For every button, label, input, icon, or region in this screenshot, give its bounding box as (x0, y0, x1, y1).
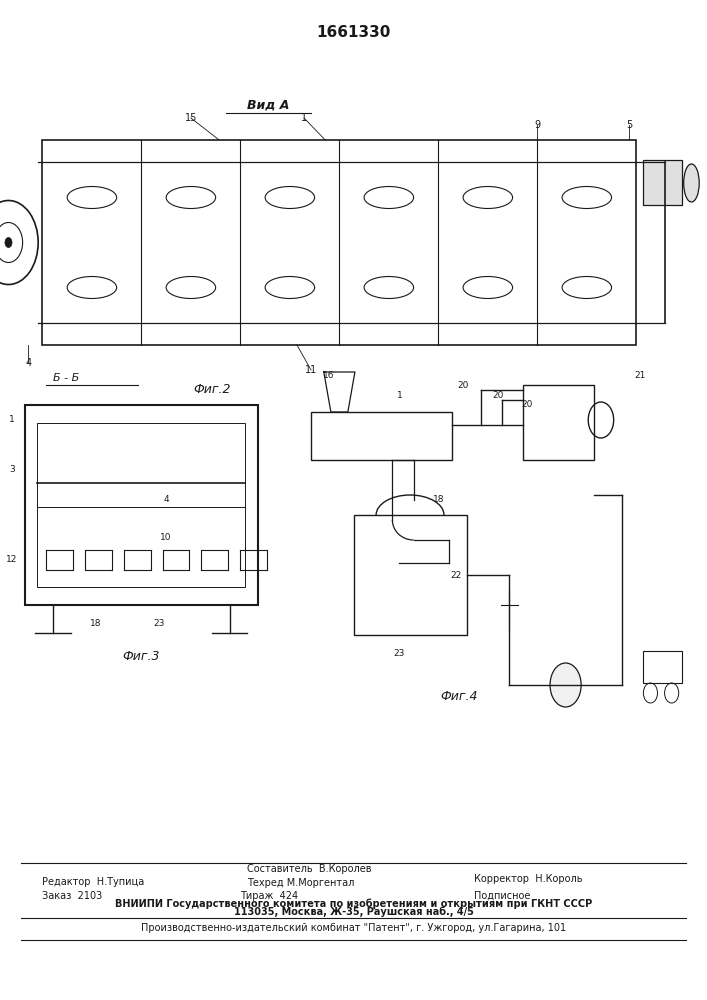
Text: Тираж  424: Тираж 424 (240, 891, 298, 901)
Text: Составитель  В.Королев: Составитель В.Королев (247, 864, 372, 874)
Circle shape (550, 663, 581, 707)
Text: Б - Б: Б - Б (53, 373, 79, 383)
Text: Вид А: Вид А (247, 99, 290, 112)
Text: Подписное: Подписное (474, 891, 530, 901)
Text: 1: 1 (397, 390, 402, 399)
Bar (643, 651, 682, 683)
Text: 20: 20 (493, 390, 504, 399)
Text: 113035, Москва, Ж-35, Раушская наб., 4/5: 113035, Москва, Ж-35, Раушская наб., 4/5 (233, 907, 474, 917)
Bar (523, 385, 594, 460)
Text: 4: 4 (25, 358, 31, 368)
Text: 12: 12 (6, 556, 18, 564)
Bar (643, 160, 682, 205)
Text: 9: 9 (534, 120, 540, 130)
Text: 3: 3 (9, 466, 15, 475)
Text: Фиг.4: Фиг.4 (440, 690, 479, 703)
Text: Производственно-издательский комбинат "Патент", г. Ужгород, ул.Гагарина, 101: Производственно-издательский комбинат "П… (141, 923, 566, 933)
Text: 15: 15 (185, 113, 197, 123)
Text: Корректор  Н.Король: Корректор Н.Король (474, 874, 582, 884)
Text: 20: 20 (457, 380, 469, 389)
Bar (42, 140, 636, 345)
Bar (354, 515, 467, 635)
Text: 1661330: 1661330 (316, 25, 391, 40)
Bar (311, 412, 452, 460)
Text: 4: 4 (163, 495, 169, 504)
Text: Фиг.3: Фиг.3 (122, 650, 160, 663)
Text: 18: 18 (90, 618, 101, 628)
Ellipse shape (684, 164, 699, 202)
Text: 18: 18 (433, 495, 444, 504)
Text: Редактор  Н.Тупица: Редактор Н.Тупица (42, 877, 145, 887)
Text: 20: 20 (521, 400, 532, 409)
Text: 21: 21 (634, 370, 645, 379)
Text: 5: 5 (626, 120, 632, 130)
Text: 11: 11 (305, 365, 317, 375)
Text: ВНИИПИ Государственного комитета по изобретениям и открытиям при ГКНТ СССР: ВНИИПИ Государственного комитета по изоб… (115, 899, 592, 909)
Text: 16: 16 (323, 370, 334, 379)
Text: 1: 1 (301, 113, 307, 123)
Text: 23: 23 (153, 618, 165, 628)
Text: 22: 22 (450, 570, 462, 580)
Circle shape (5, 237, 12, 247)
Text: Фиг.2: Фиг.2 (193, 383, 231, 396)
Text: Техред М.Моргентал: Техред М.Моргентал (247, 878, 355, 888)
Text: Заказ  2103: Заказ 2103 (42, 891, 103, 901)
Bar (37, 423, 245, 587)
Text: 10: 10 (160, 532, 172, 542)
Text: 1: 1 (9, 416, 15, 424)
Text: 23: 23 (394, 648, 405, 658)
Bar (25, 405, 258, 605)
